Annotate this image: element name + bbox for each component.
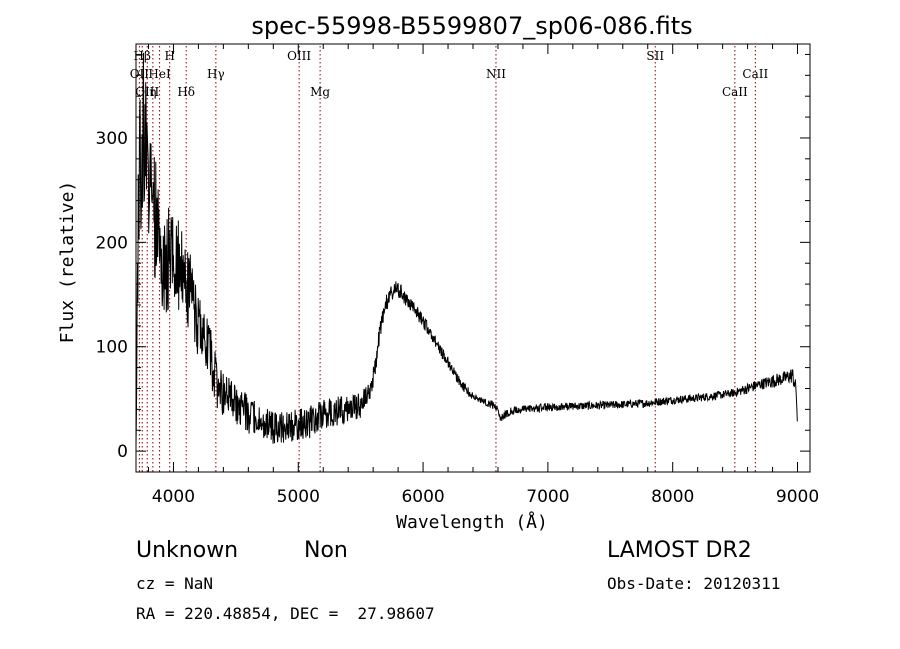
y-axis-ticks: 0 100 200 300: [96, 53, 810, 473]
x-tick-label: 4000: [152, 487, 195, 507]
coordinates-readout: RA = 220.48854, DEC = 27.98607: [136, 604, 435, 623]
redshift-readout: cz = NaN: [136, 574, 214, 593]
y-axis-label: Flux (relative): [57, 181, 78, 344]
x-tick-label: 5000: [277, 487, 320, 507]
spectral-line-label: OIII: [287, 49, 311, 63]
survey-name: LAMOST DR2: [607, 538, 752, 563]
spectral-line-label: Hβ: [134, 49, 151, 63]
spectral-line-label: OII: [130, 67, 150, 81]
object-subclass: Non: [304, 538, 348, 563]
x-axis-ticks: 4000 5000 6000 7000 8000 9000: [147, 44, 819, 507]
x-tick-label: 6000: [401, 487, 444, 507]
chart-title: spec-55998-B5599807_sp06-086.fits: [251, 12, 692, 40]
x-tick-label: 8000: [651, 487, 694, 507]
spectral-line-label: CaII: [722, 85, 748, 99]
spectral-line-label: OIII: [135, 85, 159, 99]
spectral-line-label: CaII: [742, 67, 768, 81]
x-axis-label: Wavelength (Å): [396, 511, 548, 533]
y-tick-label: 200: [96, 233, 128, 253]
x-tick-label: 7000: [526, 487, 569, 507]
spectral-line-label: Hδ: [177, 85, 195, 99]
spectral-line-label: HeI: [148, 67, 171, 81]
observation-date: Obs-Date: 20120311: [607, 574, 781, 593]
y-tick-label: 0: [117, 442, 128, 462]
spectral-line-label: NII: [486, 67, 506, 81]
spectral-line-label: Mg: [310, 85, 330, 99]
spectral-line-label: H: [164, 49, 174, 63]
spectrum-line: [135, 52, 798, 446]
spectral-line-label: Hγ: [207, 67, 225, 81]
y-tick-label: 100: [96, 338, 128, 358]
spectral-line-label: SII: [646, 49, 664, 63]
object-class: Unknown: [136, 538, 239, 563]
y-tick-label: 300: [96, 129, 128, 149]
spectral-line-label: η: [149, 85, 156, 99]
x-tick-label: 9000: [776, 487, 819, 507]
